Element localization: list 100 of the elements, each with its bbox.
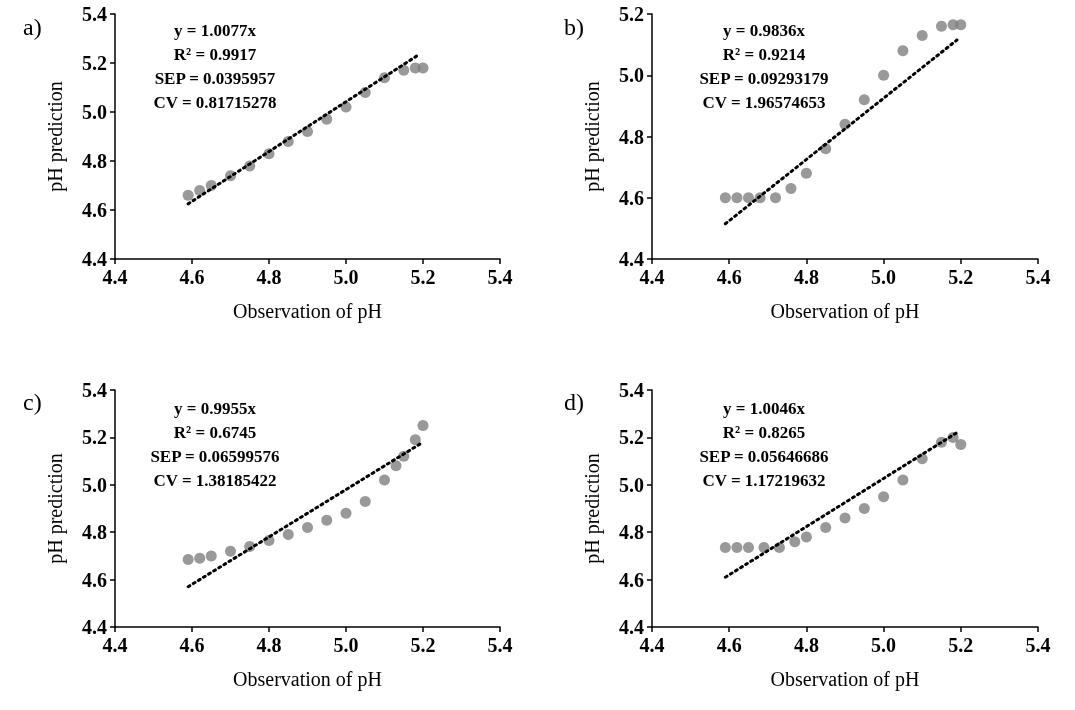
annotation: SEP = 0.06599576 xyxy=(150,447,280,466)
y-axis-title: pH prediction xyxy=(44,453,67,564)
y-tick-label: 4.8 xyxy=(82,521,107,544)
y-tick-label: 4.6 xyxy=(82,568,107,591)
x-tick-label: 4.8 xyxy=(256,266,282,288)
point xyxy=(379,474,390,486)
point xyxy=(417,62,429,74)
annotation: SEP = 0.05646686 xyxy=(699,447,829,466)
point xyxy=(731,542,743,554)
chart-title: b) xyxy=(564,14,584,40)
x-tick-label: 5.4 xyxy=(1025,634,1051,656)
x-tick-label: 4.8 xyxy=(793,634,819,656)
annotation: CV = 1.96574653 xyxy=(702,93,826,112)
point xyxy=(820,521,832,533)
x-tick-label: 4.6 xyxy=(716,266,742,288)
x-tick-label: 5.2 xyxy=(410,634,436,656)
x-tick-label: 5.0 xyxy=(333,266,359,288)
annotation: CV = 0.81715278 xyxy=(153,93,277,112)
x-tick-label: 4.6 xyxy=(179,266,205,288)
y-tick-label: 4.8 xyxy=(619,125,644,148)
x-tick-label: 5.4 xyxy=(487,266,513,288)
annotation: CV = 1.38185422 xyxy=(153,471,277,490)
y-tick-label: 5.2 xyxy=(82,52,107,74)
x-tick-label: 5.4 xyxy=(1025,266,1051,288)
annotation: y = 0.9836x xyxy=(723,21,806,40)
point xyxy=(282,529,294,541)
x-tick-label: 4.8 xyxy=(793,266,819,288)
y-tick-label: 5.4 xyxy=(82,379,107,401)
x-tick-label: 5.0 xyxy=(871,266,897,288)
annotation: SEP = 0.09293179 xyxy=(699,69,829,88)
point xyxy=(194,184,206,196)
x-tick-label: 5.0 xyxy=(333,634,359,656)
x-tick-label: 5.4 xyxy=(487,634,513,656)
x-tick-label: 4.8 xyxy=(256,634,282,656)
chart-title: a) xyxy=(23,14,42,40)
point xyxy=(916,29,928,41)
point xyxy=(878,69,890,81)
point xyxy=(302,521,313,533)
point xyxy=(719,192,731,204)
point xyxy=(743,542,754,554)
point xyxy=(398,64,410,76)
point xyxy=(789,536,801,548)
point xyxy=(205,550,217,562)
x-axis-title: Observation of pH xyxy=(233,668,382,691)
annotation: y = 1.0077x xyxy=(174,21,257,40)
point xyxy=(194,552,206,564)
point xyxy=(340,507,352,519)
y-tick-label: 4.8 xyxy=(619,521,644,544)
point xyxy=(955,19,967,31)
annotation: R² = 0.8265 xyxy=(722,423,806,442)
y-tick-label: 4.6 xyxy=(619,568,644,591)
annotation: SEP = 0.0395957 xyxy=(154,69,276,88)
y-tick-label: 5.0 xyxy=(619,473,644,496)
point xyxy=(785,183,797,195)
x-axis-title: Observation of pH xyxy=(770,300,920,323)
y-tick-label: 5.0 xyxy=(619,64,644,87)
x-axis-title: Observation of pH xyxy=(233,300,382,323)
point xyxy=(225,545,236,557)
point xyxy=(839,512,851,524)
y-tick-label: 5.2 xyxy=(82,426,107,449)
annotation: y = 1.0046x xyxy=(723,399,806,418)
point xyxy=(770,192,782,204)
point xyxy=(390,460,402,472)
annotation: R² = 0.9917 xyxy=(173,45,257,64)
point xyxy=(878,491,890,503)
y-tick-label: 5.0 xyxy=(82,473,107,496)
annotation: CV = 1.17219632 xyxy=(702,471,826,490)
point xyxy=(897,45,909,57)
chart-title: d) xyxy=(564,389,584,415)
x-tick-label: 5.2 xyxy=(410,266,436,288)
y-tick-label: 4.6 xyxy=(619,186,644,209)
y-axis-title: pH prediction xyxy=(44,81,67,192)
point xyxy=(800,531,812,543)
y-tick-label: 5.4 xyxy=(82,3,107,25)
point xyxy=(955,439,967,451)
y-axis-title: pH prediction xyxy=(581,81,604,192)
point xyxy=(719,542,731,554)
point xyxy=(936,20,947,32)
x-tick-label: 5.2 xyxy=(948,634,974,656)
x-tick-label: 4.6 xyxy=(716,634,742,656)
point xyxy=(858,503,870,514)
point xyxy=(731,192,743,204)
point xyxy=(800,167,812,179)
y-tick-label: 5.4 xyxy=(619,379,644,401)
annotation: R² = 0.6745 xyxy=(173,423,257,442)
annotation: y = 0.9955x xyxy=(174,399,257,418)
y-axis-title: pH prediction xyxy=(581,453,604,564)
x-tick-label: 5.0 xyxy=(871,634,897,656)
x-axis-title: Observation of pH xyxy=(770,668,920,691)
point xyxy=(858,94,870,106)
y-tick-label: 5.0 xyxy=(82,101,107,123)
y-tick-label: 5.2 xyxy=(619,426,644,449)
x-tick-label: 5.2 xyxy=(948,266,974,288)
y-tick-label: 4.6 xyxy=(82,199,107,221)
point xyxy=(359,495,371,507)
point xyxy=(417,420,429,432)
annotation: R² = 0.9214 xyxy=(722,45,806,64)
y-tick-label: 4.8 xyxy=(82,150,107,172)
x-tick-label: 4.6 xyxy=(179,634,205,656)
point xyxy=(182,189,194,201)
